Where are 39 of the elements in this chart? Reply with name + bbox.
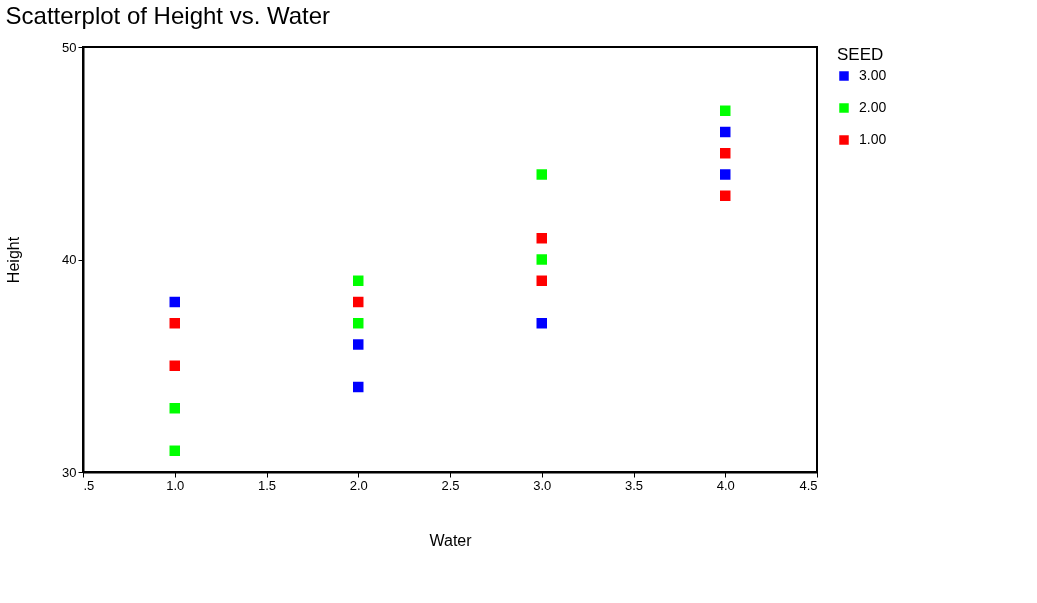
point <box>536 254 547 265</box>
point <box>720 126 731 138</box>
chart-title: Scatterplot of Height vs. Water <box>5 2 331 29</box>
point <box>169 318 180 329</box>
legend-label: 3.00 <box>859 67 887 83</box>
point <box>169 445 180 456</box>
x-tick-label: 2.0 <box>349 477 368 493</box>
point <box>720 190 731 201</box>
legend-title: SEED <box>837 45 884 64</box>
y-tick-label: 50 <box>62 39 77 55</box>
point <box>353 381 364 393</box>
point <box>169 403 180 414</box>
x-tick-label: 4.0 <box>716 477 735 493</box>
y-tick-label: 30 <box>62 464 77 480</box>
point <box>720 105 731 116</box>
point <box>536 169 547 180</box>
y-tick-label: 40 <box>62 252 77 267</box>
point <box>720 169 731 180</box>
x-tick-label: 1.5 <box>257 477 277 493</box>
point <box>536 233 547 244</box>
point <box>353 339 364 350</box>
legend-label: 1.00 <box>859 131 887 147</box>
point <box>169 296 180 308</box>
point <box>353 296 364 308</box>
point <box>536 318 547 329</box>
point <box>536 275 547 286</box>
x-tick-label: 2.5 <box>441 477 460 493</box>
x-tick-label: 4.5 <box>799 477 818 493</box>
x-tick-label: 1.0 <box>166 477 185 493</box>
x-tick-label: 3.0 <box>533 477 552 493</box>
x-axis-title: Water <box>429 531 473 549</box>
legend-label: 2.00 <box>859 99 887 115</box>
x-tick-label: .5 <box>83 477 95 493</box>
y-axis-title: Height <box>5 236 23 284</box>
point <box>169 360 180 371</box>
x-tick-label: 3.5 <box>624 477 644 493</box>
point <box>353 318 364 329</box>
point <box>353 275 364 286</box>
point <box>720 148 731 159</box>
